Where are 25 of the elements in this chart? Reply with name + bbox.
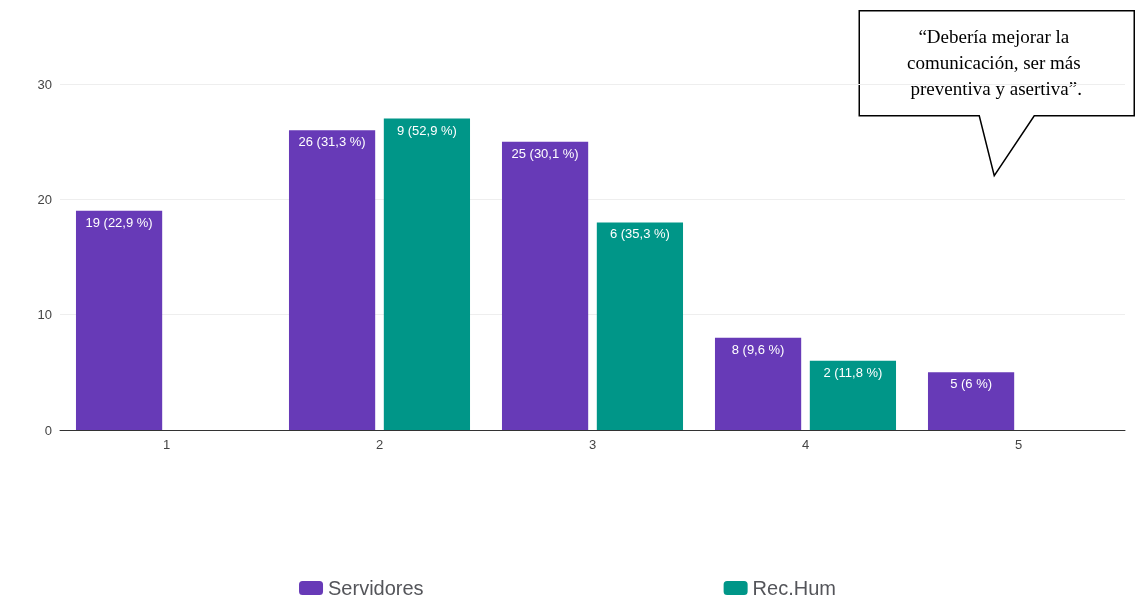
x-tick-label: 3 [588, 437, 597, 452]
bar [927, 372, 1015, 430]
x-tick-label: 2 [375, 437, 384, 452]
x-tick-label: 5 [1014, 437, 1023, 452]
bar [75, 210, 163, 430]
legend-label: Servidores [328, 577, 424, 599]
y-tick-label: 30 [37, 76, 52, 92]
x-tick-label: 4 [801, 437, 810, 452]
y-tick-label: 20 [37, 191, 52, 207]
data-label: 2 (11,8 %) [823, 364, 883, 380]
data-label: 19 (22,9 %) [85, 214, 153, 230]
bar [501, 141, 589, 430]
data-label: 6 (35,3 %) [609, 226, 670, 242]
annotation: “Debería mejorar la comunicación, ser más preventiva y asertiva”. [907, 26, 1086, 100]
data-label: 26 (31,3 %) [298, 134, 366, 150]
data-label: 25 (30,1 %) [511, 145, 579, 161]
data-label: 9 (52,9 %) [396, 122, 457, 138]
x-tick-label: 1 [162, 437, 171, 452]
y-tick-label: 10 [37, 307, 52, 323]
y-tick-label: 0 [44, 422, 52, 438]
bar [288, 130, 376, 430]
bar [714, 337, 802, 430]
data-label: 8 (9,6 %) [731, 341, 785, 357]
legend-label: Rec.Hum [752, 577, 836, 599]
data-label: 5 (6 %) [950, 376, 993, 392]
